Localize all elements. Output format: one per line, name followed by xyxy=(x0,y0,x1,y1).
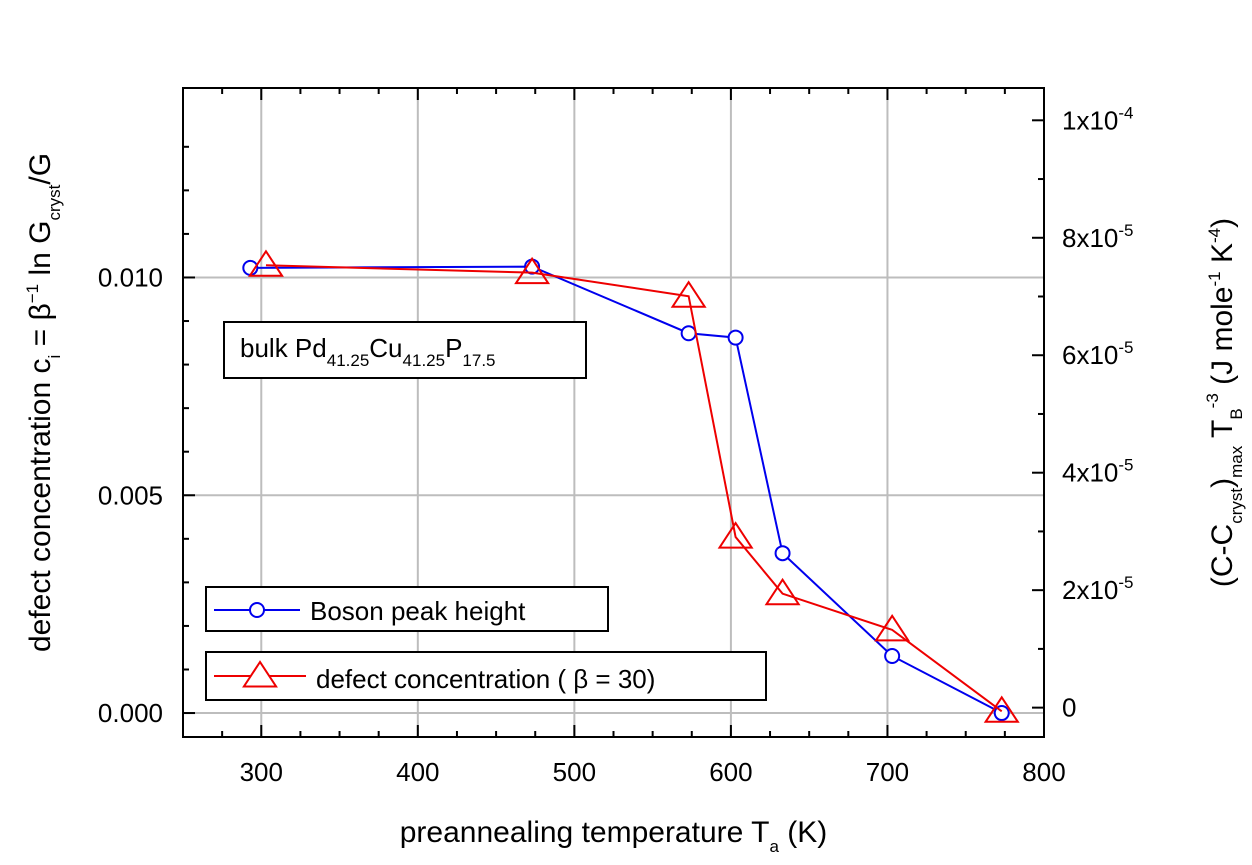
legend-label-boson: Boson peak height xyxy=(310,596,526,626)
grid-lines xyxy=(183,88,1044,737)
x-axis-label: preannealing temperature Ta (K) xyxy=(400,816,827,856)
series-line-triangle xyxy=(265,264,1003,713)
annotation-box xyxy=(223,321,587,379)
x-tick-label: 300 xyxy=(240,757,283,787)
axis-ticks xyxy=(182,88,1045,737)
y-right-tick-label: 6x10-5 xyxy=(1062,338,1134,370)
data-point-circle xyxy=(774,545,791,562)
y-left-tick-label: 0.005 xyxy=(98,480,163,510)
legend-marker-circle xyxy=(249,602,265,618)
legend: Boson peak height defect concentration (… xyxy=(205,586,767,701)
y-right-axis-label: (C-Ccryst)max TB-3 (J mole-1 K-4) xyxy=(1203,218,1246,587)
data-point-circle xyxy=(727,329,744,346)
x-tick-label: 700 xyxy=(866,757,909,787)
x-tick-label: 800 xyxy=(1022,757,1065,787)
y-left-tick-label: 0.010 xyxy=(98,262,163,292)
data-point-circle xyxy=(680,325,697,342)
composition-annotation: bulk Pd41.25Cu41.25P17.5 xyxy=(223,321,587,379)
data-point-triangle xyxy=(670,280,707,308)
y-right-tick-label: 0 xyxy=(1062,693,1076,723)
x-tick-label: 600 xyxy=(709,757,752,787)
data-point-triangle xyxy=(874,614,911,642)
x-tick-label: 400 xyxy=(396,757,439,787)
y-right-tick-label: 2x10-5 xyxy=(1062,573,1134,605)
data-point-triangle xyxy=(983,695,1020,723)
annotation-text: bulk Pd41.25Cu41.25P17.5 xyxy=(240,333,496,370)
y-right-tick-label: 8x10-5 xyxy=(1062,221,1134,253)
data-series xyxy=(242,249,1020,723)
legend-label-defect: defect concentration ( β = 30) xyxy=(316,664,655,694)
y-left-axis-label: defect concentration ci = β−1 ln Gcryst/… xyxy=(23,153,64,652)
y-left-tick-label: 0.000 xyxy=(98,698,163,728)
legend-box-boson xyxy=(205,586,609,632)
legend-marker-triangle xyxy=(242,660,278,688)
y-right-tick-label: 4x10-5 xyxy=(1062,456,1134,488)
data-point-triangle xyxy=(717,521,754,549)
data-point-circle xyxy=(884,647,901,664)
data-point-triangle xyxy=(514,256,551,285)
data-point-triangle xyxy=(764,577,801,606)
tick-labels: 300 400 500 600 700 800 0.000 0.005 0.010 0 2x10-5… xyxy=(98,103,1134,787)
plot-frame xyxy=(182,87,1045,738)
data-point-triangle xyxy=(248,249,284,277)
y-right-tick-label: 1x10-4 xyxy=(1062,103,1134,135)
x-tick-label: 500 xyxy=(553,757,596,787)
